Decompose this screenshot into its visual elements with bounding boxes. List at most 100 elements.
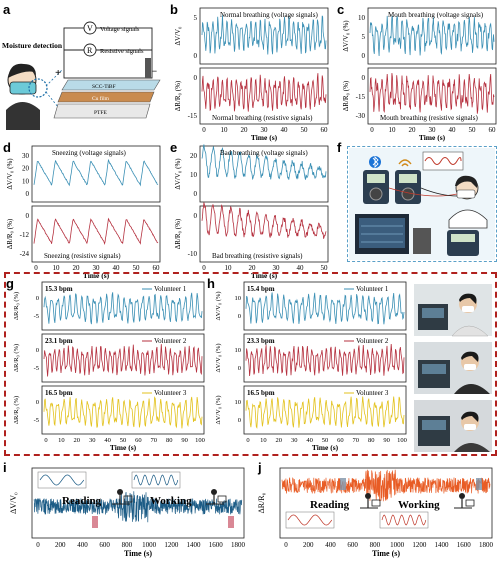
x-tick: 100 (397, 437, 407, 444)
svg-text:Voltage signals: Voltage signals (100, 26, 140, 33)
highlight-marker (92, 516, 98, 528)
volunteer-plot-frame (41, 333, 205, 383)
bottom-y-tick: 0 (362, 74, 366, 82)
panel-i-chart: ΔV/V₀ 0 200 400 600 800 1000 1200 1400 1600 1800 Ti… (9, 467, 246, 558)
top-y-tick: 5 (194, 14, 198, 22)
svg-text:+: + (55, 67, 61, 79)
volunteer-series-line (245, 292, 405, 325)
legend-label: Volunteer 1 (356, 285, 389, 293)
volunteer-plot-frame (243, 385, 407, 435)
y-tick: 0 (36, 295, 39, 302)
desk-person-icon (206, 489, 227, 505)
x-tick: 10 (58, 437, 65, 444)
bpm-label: 15.3 bpm (45, 285, 73, 293)
x-tick: 30 (273, 264, 281, 272)
svg-text:SCC-TiBF: SCC-TiBF (92, 84, 116, 90)
volunteer-series-line (43, 396, 203, 429)
top-plot-frame (31, 145, 161, 203)
volunteer-series-line (245, 343, 405, 377)
top-y-axis-label: ΔV/V₀ (%) (174, 158, 182, 190)
x-tick: 1000 (390, 541, 405, 549)
svg-text:R: R (87, 46, 93, 55)
layer-scc-tibf (61, 79, 161, 91)
svg-text:Resistive signals: Resistive signals (100, 48, 144, 55)
voltage-series-line (201, 15, 327, 55)
desk-person-icon (360, 493, 381, 509)
top-plot-frame (367, 7, 497, 65)
x-tick: 1600 (457, 541, 472, 549)
x-tick: 0 (284, 541, 288, 549)
y-axis-label: ΔR/R₀ (257, 492, 266, 513)
volunteer-photo-1 (414, 284, 492, 337)
x-tick: 20 (276, 437, 283, 444)
x-tick: 0 (36, 541, 40, 549)
x-tick: 60 (489, 126, 497, 134)
x-tick: 800 (370, 541, 381, 549)
x-tick: 30 (89, 437, 96, 444)
y-tick: 10 (235, 399, 242, 406)
x-axis-label: Time (s) (312, 443, 339, 452)
bottom-plot-frame (367, 67, 497, 125)
x-tick: 200 (55, 541, 66, 549)
volunteer-series-line (245, 396, 405, 429)
panel-g-chart: 15.3 bpm Volunteer 1 ΔR/R₀ (%) 0 -5 23.1 bpm V… (13, 281, 205, 452)
bluetooth-icon (369, 155, 381, 169)
bottom-y-tick: -15 (188, 112, 198, 120)
x-tick: 50 (133, 264, 141, 272)
x-tick: 50 (120, 437, 127, 444)
x-tick: 20 (241, 126, 249, 134)
resistive-series-line (369, 73, 495, 114)
panel-d-chart: Sneezing (voltage signals) Sneezing (resi… (6, 145, 161, 280)
x-tick: 10 (389, 126, 397, 134)
panel-label-f: f (337, 140, 342, 155)
y-tick: 10 (235, 347, 242, 354)
voltmeter-icon (83, 21, 97, 35)
waveform-box (422, 151, 464, 171)
y-tick: 0 (238, 313, 241, 320)
panel-j-chart: ΔR/R₀ 0 200 400 600 800 1000 1200 1400 1600 1800 Ti… (257, 467, 494, 558)
bottom-y-tick: -15 (356, 93, 366, 101)
bottom-y-axis-label: ΔR/R₀ (%) (342, 80, 350, 111)
y-tick: 0 (36, 347, 39, 354)
panel-c-chart: Mouth breathing (voltage signals) Mouth b… (342, 7, 497, 142)
working-label: Working (150, 495, 192, 507)
x-tick: 600 (347, 541, 358, 549)
bpm-label: 16.5 bpm (247, 389, 275, 397)
x-axis-label: Time (s) (419, 133, 446, 142)
top-y-tick: 0 (362, 52, 366, 60)
x-tick: 40 (297, 264, 305, 272)
x-tick: 1200 (164, 541, 179, 549)
x-tick: 1400 (187, 541, 202, 549)
long-series-line (33, 491, 243, 523)
x-tick: 10 (260, 437, 267, 444)
x-tick: 30 (261, 126, 269, 134)
y-tick: 10 (235, 295, 242, 302)
volunteer-plot-frame (41, 281, 205, 331)
bottom-y-tick: -30 (356, 112, 366, 120)
x-tick: 90 (181, 437, 188, 444)
bpm-label: 23.3 bpm (247, 337, 275, 345)
volunteer-plot-frame (243, 333, 407, 383)
x-tick: 100 (195, 437, 205, 444)
y-tick: -5 (34, 365, 39, 372)
x-tick: 20 (73, 264, 81, 272)
x-tick: 1800 (231, 541, 246, 549)
x-tick: 30 (429, 126, 437, 134)
person-icon (6, 63, 40, 130)
top-series-label: Normal breathing (voltage signals) (220, 11, 318, 19)
bottom-y-axis-label: ΔR/R₀ (%) (6, 218, 14, 249)
x-tick: 40 (104, 437, 111, 444)
x-tick: 70 (151, 437, 158, 444)
volunteer-photos (414, 284, 492, 452)
svg-text:−: − (152, 66, 157, 76)
resistive-series-line (33, 217, 159, 245)
x-tick: 50 (322, 437, 329, 444)
bottom-y-axis-label: ΔR/R₀ (%) (174, 80, 182, 111)
bottom-y-tick: -12 (20, 231, 30, 239)
x-axis-label: Time (s) (372, 549, 400, 558)
bottom-y-tick: -10 (188, 250, 198, 258)
y-tick: -5 (34, 313, 39, 320)
volunteer-photo-3 (414, 400, 492, 452)
inset-series-line (133, 474, 179, 486)
reading-label: Reading (62, 495, 102, 507)
